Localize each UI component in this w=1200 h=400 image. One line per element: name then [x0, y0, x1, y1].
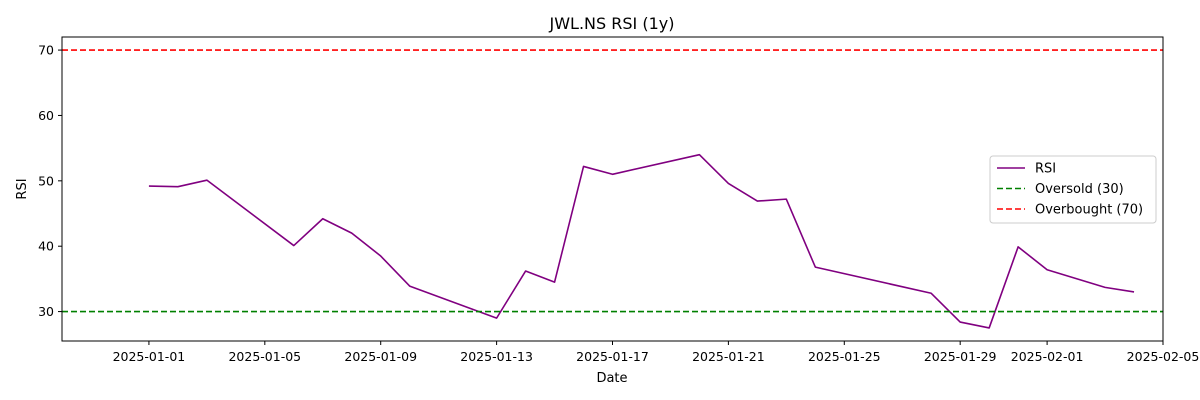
y-axis-label: RSI — [15, 178, 30, 199]
plot-layer — [62, 49, 1163, 329]
x-axis-label: Date — [596, 371, 627, 386]
y-tick-label-2: 50 — [38, 173, 54, 188]
legend-label-2: Overbought (70) — [1035, 203, 1143, 218]
x-tick-label-8: 2025-02-01 — [1011, 349, 1084, 364]
rsi-series-line — [148, 153, 1135, 329]
legend-label-1: Oversold (30) — [1035, 182, 1124, 197]
chart-title: JWL.NS RSI (1y) — [549, 14, 675, 33]
x-tick-label-0: 2025-01-01 — [113, 349, 186, 364]
x-tick-label-4: 2025-01-17 — [576, 349, 649, 364]
tick-layer: 2025-01-01 2025-01-05 2025-01-09 2025-01-13… — [38, 43, 1199, 364]
legend: RSI Oversold (30) Overbought (70) — [989, 155, 1157, 224]
y-tick-label-4: 70 — [38, 43, 54, 58]
x-tick-label-3: 2025-01-13 — [460, 349, 533, 364]
x-tick-label-7: 2025-01-29 — [924, 349, 997, 364]
y-tick-label-1: 40 — [38, 239, 54, 254]
legend-label-0: RSI — [1035, 162, 1056, 177]
x-tick-label-5: 2025-01-21 — [692, 349, 765, 364]
legend-items: RSI Oversold (30) Overbought (70) — [997, 162, 1143, 218]
x-tick-label-6: 2025-01-25 — [808, 349, 881, 364]
legend-box — [989, 155, 1157, 224]
x-tick-label-1: 2025-01-05 — [228, 349, 301, 364]
y-tick-label-3: 60 — [38, 108, 54, 123]
x-tick-label-9: 2025-02-05 — [1127, 349, 1200, 364]
x-tick-label-2: 2025-01-09 — [344, 349, 417, 364]
y-tick-label-0: 30 — [38, 304, 54, 319]
